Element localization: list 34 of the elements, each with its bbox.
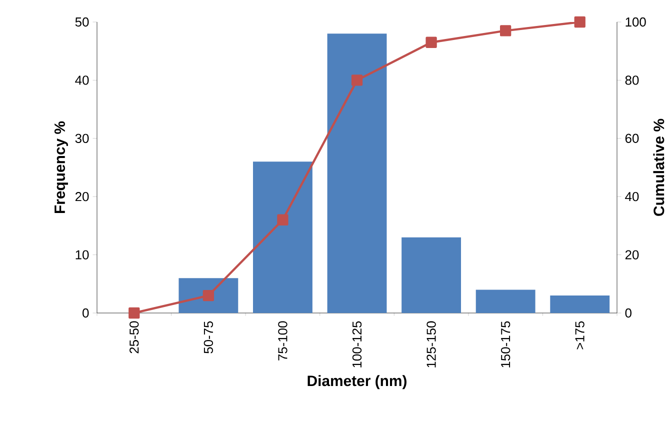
point	[351, 74, 363, 86]
x-tick-label: >175	[575, 321, 584, 350]
bar	[476, 290, 536, 313]
x-tick-label: 125-150	[426, 321, 436, 368]
x-tick-label: 75-100	[278, 321, 288, 360]
y2-tick-label: 100	[626, 17, 646, 27]
point	[426, 36, 437, 48]
y2-tick-label: 20	[625, 250, 639, 260]
x-axis-title: Diameter (nm)	[308, 375, 406, 390]
point	[128, 307, 140, 319]
point	[277, 214, 288, 226]
x-tick-label: 150-175	[500, 321, 510, 368]
y-axis-title: Frequency %	[54, 121, 68, 214]
x-tick-label: 100-125	[352, 321, 362, 368]
y-tick-label: 0	[82, 308, 89, 318]
y-tick-label: 30	[75, 134, 89, 143]
point	[574, 16, 586, 28]
y-tick-label: 40	[75, 76, 89, 85]
y-tick-label: 50	[75, 17, 89, 27]
y2-axis-title: Cumulative %	[653, 118, 664, 216]
y-tick-label: 10	[76, 250, 89, 260]
x-tick-label: 25-50	[130, 321, 139, 354]
y2-tick-label: 60	[625, 134, 639, 143]
bar	[327, 34, 387, 313]
bar	[402, 237, 461, 313]
point	[500, 25, 512, 36]
y2-tick-label: 0	[625, 308, 632, 318]
y2-tick-label: 80	[625, 76, 639, 85]
y-tick-label: 20	[75, 192, 89, 202]
y2-tick-label: 40	[625, 192, 639, 202]
x-tick-label: 50-75	[204, 321, 214, 354]
bar	[550, 296, 610, 313]
bar	[253, 162, 312, 313]
point	[202, 290, 214, 302]
